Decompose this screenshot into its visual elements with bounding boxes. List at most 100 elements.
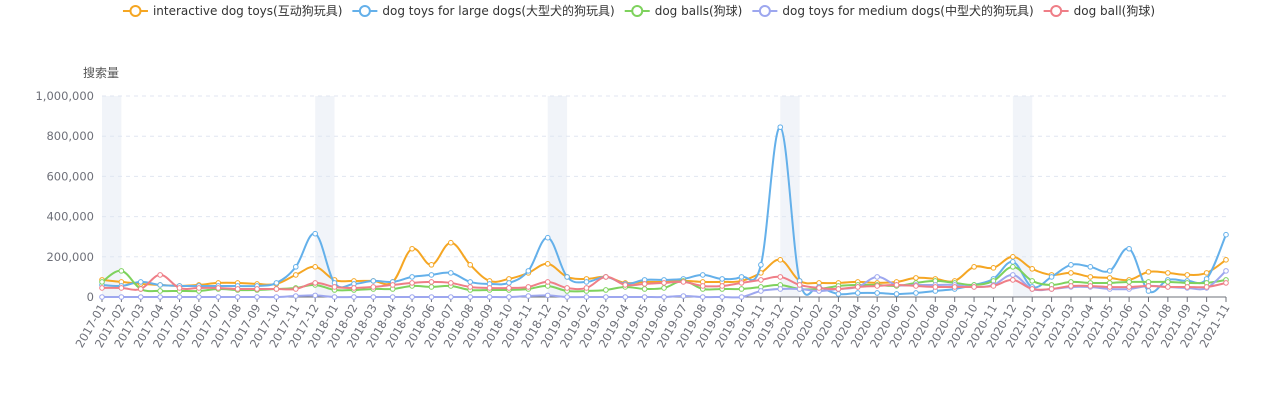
data-point [1029, 286, 1036, 292]
data-point [719, 276, 725, 282]
legend[interactable]: interactive dog toys(互动狗玩具) dog toys for … [122, 3, 1155, 18]
grid-lines [102, 95, 1226, 298]
data-point [641, 294, 648, 300]
data-point [583, 294, 590, 300]
data-point [1068, 262, 1074, 268]
data-point [738, 274, 745, 280]
data-point [448, 280, 454, 286]
data-point [506, 294, 512, 300]
data-point [1223, 257, 1229, 263]
data-point [1048, 286, 1055, 292]
data-point [351, 294, 357, 300]
data-point [544, 234, 551, 241]
legend-item-2[interactable]: dog balls(狗球) [624, 4, 743, 18]
data-point [913, 283, 919, 289]
data-point [312, 230, 318, 237]
data-point [544, 292, 551, 299]
data-point [816, 285, 822, 291]
data-point [137, 294, 144, 300]
data-point [1087, 274, 1094, 280]
data-point [448, 294, 454, 300]
series-4 [99, 272, 1229, 292]
data-point [951, 284, 958, 290]
data-point [525, 284, 532, 290]
data-point [583, 279, 590, 285]
data-point [506, 280, 512, 286]
data-point [719, 283, 725, 289]
y-tick-label: 600,000 [46, 169, 94, 183]
data-point [157, 282, 163, 288]
data-point [370, 278, 377, 284]
data-point [661, 285, 667, 291]
data-point [196, 294, 202, 300]
data-point [564, 285, 570, 291]
y-tick-label: 200,000 [46, 250, 94, 264]
data-point [1010, 277, 1016, 283]
data-point [428, 284, 435, 290]
data-point [331, 294, 338, 300]
data-point [1126, 284, 1132, 290]
data-point [893, 282, 900, 288]
data-point [448, 239, 454, 246]
legend-item-3[interactable]: dog toys for medium dogs(中型犬的狗玩具) [752, 3, 1034, 18]
data-point [544, 279, 551, 285]
data-point [428, 262, 435, 268]
data-point [699, 272, 706, 278]
data-point [467, 294, 474, 300]
highlight-band-2020-12 [1012, 96, 1033, 297]
data-point [835, 286, 842, 292]
data-point [389, 294, 396, 300]
legend-item-1[interactable]: dog toys for large dogs(大型犬的狗玩具) [352, 3, 615, 18]
data-point [370, 284, 377, 290]
data-point [312, 292, 318, 299]
data-point [99, 294, 105, 300]
highlight-bands [102, 96, 1033, 297]
data-point [1126, 245, 1132, 252]
data-point [215, 285, 222, 291]
data-point [1029, 278, 1036, 284]
data-point [409, 245, 415, 252]
data-point [1068, 270, 1074, 276]
data-point [1203, 284, 1210, 290]
plot-area [99, 124, 1229, 300]
data-point [758, 277, 764, 283]
data-point [874, 274, 880, 280]
data-point [312, 280, 318, 286]
y-tick-label: 800,000 [46, 129, 94, 143]
data-point [118, 268, 125, 274]
data-point [1106, 275, 1113, 281]
data-point [913, 275, 919, 281]
legend-item-0[interactable]: interactive dog toys(互动狗玩具) [122, 4, 342, 18]
data-point [157, 294, 163, 300]
data-point [486, 285, 493, 291]
data-point [699, 294, 706, 300]
y-tick-label: 1,000,000 [35, 89, 94, 103]
data-point [1165, 284, 1171, 290]
data-point [1145, 269, 1152, 275]
legend-label: dog toys for large dogs(大型犬的狗玩具) [382, 3, 614, 18]
data-point [1145, 283, 1152, 289]
legend-item-4[interactable]: dog ball(狗球) [1043, 4, 1155, 18]
data-point [583, 285, 590, 291]
data-point [874, 283, 880, 289]
data-point [215, 294, 222, 300]
legend-label: interactive dog toys(互动狗玩具) [153, 4, 342, 18]
data-point [1126, 279, 1132, 285]
data-point [1145, 288, 1152, 294]
legend-label: dog balls(狗球) [655, 4, 743, 18]
data-point [118, 294, 125, 300]
data-point [254, 294, 260, 300]
data-point [874, 290, 880, 296]
data-point [835, 291, 842, 297]
data-point [544, 261, 551, 267]
data-point [719, 294, 725, 300]
data-point [622, 282, 629, 288]
data-point [525, 268, 532, 274]
data-point [331, 284, 338, 290]
data-point [699, 283, 706, 289]
data-point [777, 257, 784, 263]
series-1 [99, 124, 1229, 297]
data-point [1087, 264, 1094, 270]
data-point [893, 291, 900, 297]
data-point [273, 294, 280, 300]
